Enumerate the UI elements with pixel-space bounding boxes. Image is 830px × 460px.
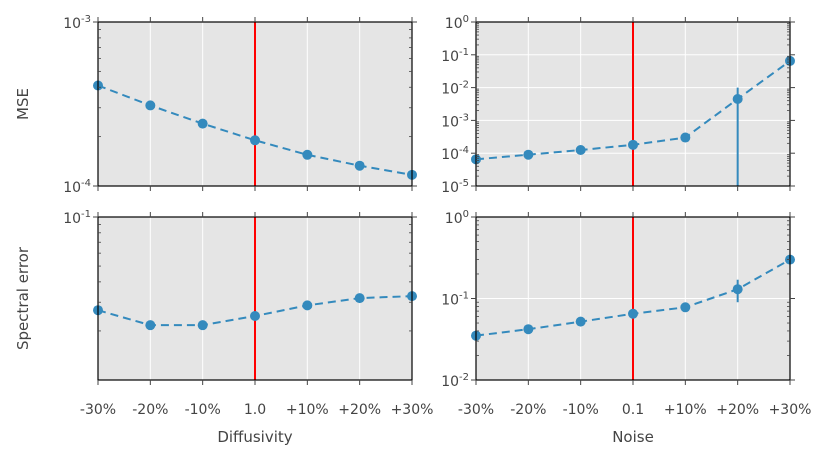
x-tick-label: -20% bbox=[510, 402, 546, 418]
data-point bbox=[680, 302, 691, 313]
y-tick-label: 10-4 bbox=[63, 178, 91, 196]
data-point bbox=[145, 320, 156, 331]
data-point bbox=[250, 135, 260, 146]
y-tick-label: 10-2 bbox=[441, 80, 469, 98]
data-point bbox=[302, 149, 313, 160]
x-tick-label: +10% bbox=[664, 402, 707, 418]
data-point bbox=[302, 300, 313, 311]
data-point bbox=[145, 100, 156, 111]
x-tick-label: +10% bbox=[286, 402, 329, 418]
x-tick-label: 1.0 bbox=[244, 402, 266, 418]
data-point bbox=[680, 132, 691, 143]
x-axis-label: Diffusivity bbox=[217, 428, 292, 446]
x-tick-label: -30% bbox=[80, 402, 116, 418]
x-tick-label: -20% bbox=[132, 402, 168, 418]
y-axis-label: MSE bbox=[14, 88, 32, 120]
data-point bbox=[575, 316, 586, 327]
data-point bbox=[575, 145, 586, 156]
data-point bbox=[354, 160, 365, 171]
y-tick-label: 10-3 bbox=[63, 14, 91, 32]
data-point bbox=[732, 284, 743, 295]
y-tick-label: 100 bbox=[445, 14, 469, 32]
data-point bbox=[354, 293, 365, 304]
x-tick-label: +20% bbox=[716, 402, 759, 418]
x-tick-label: +30% bbox=[391, 402, 434, 418]
data-point bbox=[628, 308, 638, 319]
y-tick-label: 10-4 bbox=[441, 145, 469, 163]
x-axis-label: Noise bbox=[612, 428, 654, 446]
y-tick-label: 10-3 bbox=[441, 112, 469, 130]
x-tick-label: +30% bbox=[769, 402, 812, 418]
x-tick-label: +20% bbox=[338, 402, 381, 418]
data-point bbox=[250, 310, 260, 321]
x-tick-label: 0.1 bbox=[622, 402, 644, 418]
x-tick-label: -10% bbox=[563, 402, 599, 418]
data-point bbox=[732, 93, 743, 104]
data-point bbox=[523, 324, 534, 335]
data-point bbox=[523, 149, 534, 160]
chart-panel-bottom-left: -30% -20% -10% 1.0 +10% +20% +30% 10-1 Spectral … bbox=[14, 209, 433, 446]
x-tick-label: -10% bbox=[185, 402, 221, 418]
data-point bbox=[628, 139, 638, 150]
data-point bbox=[197, 320, 208, 331]
y-tick-label: 10-5 bbox=[441, 178, 469, 196]
series-group bbox=[93, 80, 417, 180]
chart-panel-bottom-right: -30% -20% -10% 0.1 +10% +20% +30% 100 10-1 10-2 No… bbox=[441, 209, 811, 446]
y-tick-label: 100 bbox=[445, 209, 469, 227]
y-axis-label: Spectral error bbox=[14, 246, 32, 350]
y-tick-label: 10-1 bbox=[441, 291, 469, 309]
chart-panel-top-right: 100 10-1 10-2 10-3 10-4 10-5 bbox=[441, 14, 795, 196]
y-tick-label: 10-1 bbox=[441, 47, 469, 65]
data-point bbox=[197, 118, 208, 129]
y-tick-label: 10-2 bbox=[441, 372, 469, 390]
chart-panel-top-left: 10-3 10-4 MSE bbox=[14, 14, 417, 196]
y-tick-label: 10-1 bbox=[63, 209, 91, 227]
x-tick-label: -30% bbox=[458, 402, 494, 418]
